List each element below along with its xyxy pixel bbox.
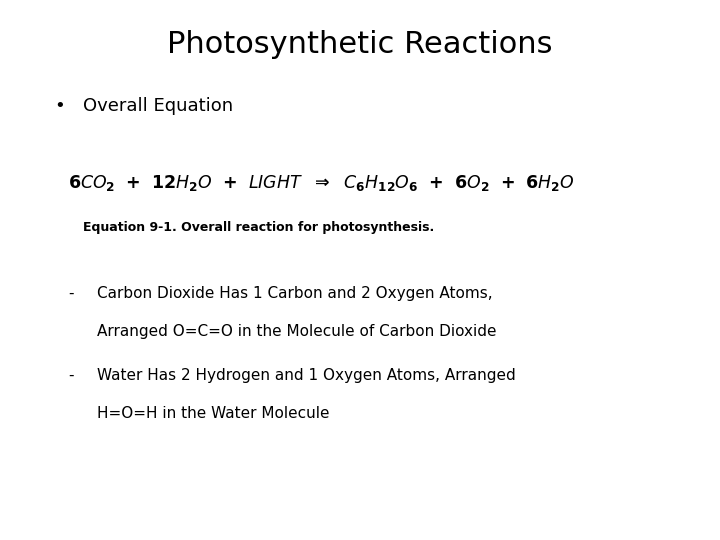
Text: Water Has 2 Hydrogen and 1 Oxygen Atoms, Arranged: Water Has 2 Hydrogen and 1 Oxygen Atoms,… <box>97 368 516 383</box>
Text: H=O=H in the Water Molecule: H=O=H in the Water Molecule <box>97 406 330 421</box>
Text: Equation 9-1. Overall reaction for photosynthesis.: Equation 9-1. Overall reaction for photo… <box>83 221 434 234</box>
Text: Carbon Dioxide Has 1 Carbon and 2 Oxygen Atoms,: Carbon Dioxide Has 1 Carbon and 2 Oxygen… <box>97 286 492 301</box>
Text: •: • <box>54 97 65 115</box>
Text: $\mathbf{6\mathit{CO}_2}$  $\mathbf{+}$  $\mathbf{12\mathit{H}_2\mathit{O}}$  $\: $\mathbf{6\mathit{CO}_2}$ $\mathbf{+}$ $… <box>68 173 575 193</box>
Text: Overall Equation: Overall Equation <box>83 97 233 115</box>
Text: -: - <box>68 286 74 301</box>
Text: -: - <box>68 368 74 383</box>
Text: Photosynthetic Reactions: Photosynthetic Reactions <box>167 30 553 59</box>
Text: Arranged O=C=O in the Molecule of Carbon Dioxide: Arranged O=C=O in the Molecule of Carbon… <box>97 324 497 339</box>
